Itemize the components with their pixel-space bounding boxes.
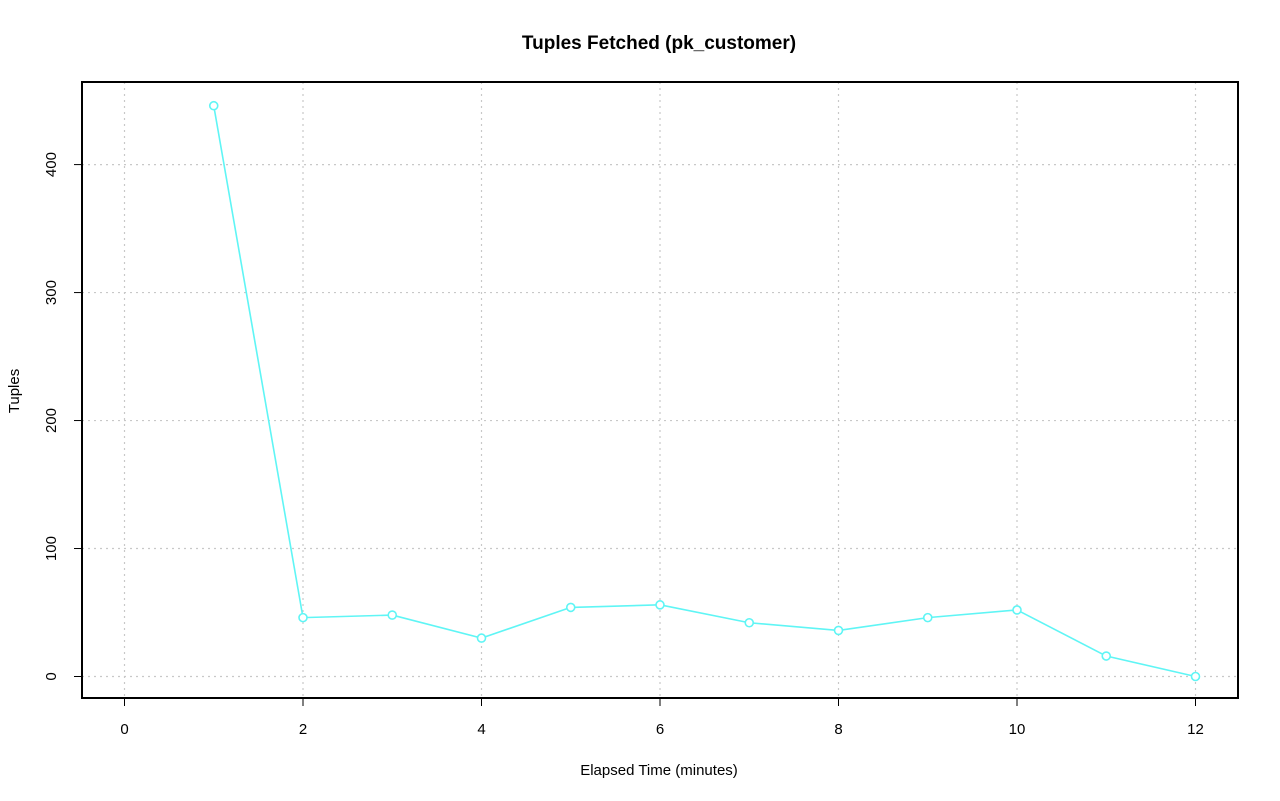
data-point	[476, 633, 487, 643]
data-point	[655, 600, 665, 610]
series-line-segment	[749, 621, 839, 632]
data-point	[922, 612, 933, 623]
series-line-segment	[570, 604, 661, 609]
x-tick-label: 8	[834, 721, 842, 738]
series-line-segment	[927, 609, 1018, 619]
series-line-segment	[1106, 655, 1196, 678]
data-point	[565, 602, 576, 613]
data-point	[1190, 671, 1201, 682]
y-tick-label: 100	[43, 536, 60, 561]
x-axis: 0 2 4 6 8 10 12	[120, 698, 1204, 738]
data-point	[1101, 651, 1112, 661]
series-line-segment	[302, 614, 393, 619]
y-axis: 0 100 200 300 400	[43, 152, 82, 681]
x-tick-label: 12	[1187, 721, 1204, 738]
x-tick-label: 2	[299, 721, 307, 738]
chart-title: Tuples Fetched (pk_customer)	[522, 33, 796, 54]
series-layer	[208, 100, 1201, 682]
y-tick-label: 200	[43, 408, 60, 433]
series-line-segment	[659, 604, 750, 624]
y-tick-label: 300	[43, 280, 60, 305]
y-tick-label: 400	[43, 152, 60, 177]
series-line-segment	[838, 616, 928, 632]
plot-frame	[81, 81, 1239, 699]
x-tick-label: 0	[120, 721, 128, 738]
data-point	[1012, 605, 1022, 615]
data-point	[387, 610, 398, 620]
grid	[82, 82, 1238, 698]
data-point	[833, 625, 844, 636]
series-line-segment	[212, 105, 304, 618]
y-axis-label: Tuples	[6, 369, 23, 413]
y-tick-label: 0	[43, 672, 60, 680]
x-tick-label: 4	[477, 721, 485, 738]
data-point	[298, 612, 308, 623]
data-point	[744, 617, 755, 628]
series-line-segment	[1016, 609, 1107, 657]
series-line-segment	[481, 606, 572, 639]
series-line-segment	[392, 614, 482, 639]
series	[208, 100, 1201, 682]
data-point	[208, 100, 219, 111]
x-axis-label: Elapsed Time (minutes)	[580, 762, 738, 779]
x-tick-label: 6	[656, 721, 664, 738]
x-tick-label: 10	[1009, 721, 1026, 738]
